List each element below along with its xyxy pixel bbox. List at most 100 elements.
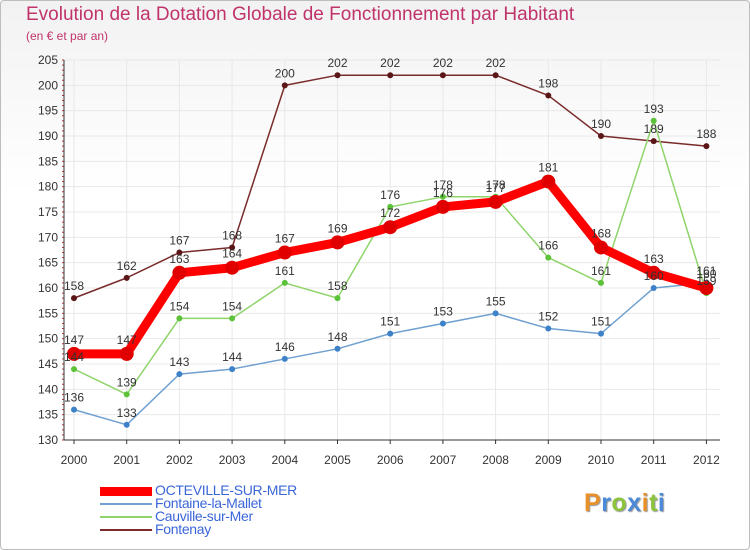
data-label-octeville-sur-mer: 163 (644, 252, 664, 266)
legend-swatch (100, 487, 152, 496)
data-label-cauville-sur-mer: 166 (538, 239, 558, 253)
data-point-fontaine-la-mallet (650, 285, 657, 291)
x-tick-label: 2003 (219, 453, 246, 467)
x-tick-label: 2002 (166, 453, 193, 467)
data-point-fontaine-la-mallet (334, 345, 341, 352)
x-tick-label: 2005 (324, 453, 351, 467)
y-tick-label: 205 (38, 53, 58, 67)
data-label-cauville-sur-mer: 159 (696, 274, 716, 288)
data-label-cauville-sur-mer: 158 (327, 279, 347, 293)
legend-label: Fontaine-la-Mallet (155, 495, 262, 511)
data-point-octeville-sur-mer (383, 220, 398, 235)
axes: 1301351401451501551601651701751801851901… (38, 53, 720, 467)
data-point-cauville-sur-mer (123, 391, 130, 398)
y-tick-label: 185 (38, 154, 58, 168)
grid (64, 59, 720, 441)
data-label-octeville-sur-mer: 181 (538, 161, 558, 175)
data-point-cauville-sur-mer (229, 315, 236, 322)
data-labels: 158 162 167 168 200 202 202 202 202 198 190 189 188 1… (64, 56, 717, 420)
data-label-octeville-sur-mer: 176 (433, 186, 453, 200)
y-tick-label: 165 (38, 256, 58, 270)
data-point-cauville-sur-mer (387, 203, 394, 210)
data-label-fontenay: 189 (644, 122, 664, 136)
data-label-fontaine-la-mallet: 151 (591, 315, 611, 329)
data-point-octeville-sur-mer (488, 194, 503, 209)
data-point-octeville-sur-mer (435, 199, 450, 214)
data-point-octeville-sur-mer (646, 265, 661, 280)
data-label-fontenay: 202 (486, 56, 506, 70)
data-label-cauville-sur-mer: 176 (380, 188, 400, 202)
data-point-fontenay (703, 143, 710, 150)
data-point-fontaine-la-mallet (71, 406, 77, 413)
y-tick-label: 190 (38, 129, 58, 143)
data-point-fontaine-la-mallet (123, 421, 130, 428)
data-point-cauville-sur-mer (281, 279, 288, 286)
x-tick-label: 2007 (430, 453, 457, 467)
data-point-cauville-sur-mer (545, 254, 552, 261)
data-label-octeville-sur-mer: 160 (696, 267, 716, 281)
data-point-fontenay (545, 92, 552, 99)
data-label-octeville-sur-mer: 147 (64, 333, 84, 347)
data-point-fontenay (492, 72, 499, 79)
data-label-fontaine-la-mallet: 136 (64, 391, 84, 405)
data-label-fontenay: 190 (591, 117, 611, 131)
data-point-cauville-sur-mer (598, 279, 604, 286)
y-tick-label: 135 (38, 408, 58, 422)
data-point-fontenay (439, 72, 446, 79)
data-label-cauville-sur-mer: 144 (64, 350, 84, 364)
legend-swatch (100, 503, 152, 505)
data-point-fontenay (229, 244, 236, 251)
proxiti-logo: Proxiti (584, 489, 666, 517)
data-point-fontenay (387, 72, 394, 79)
data-label-octeville-sur-mer: 172 (380, 206, 400, 220)
y-tick-label: 155 (38, 306, 58, 320)
data-point-octeville-sur-mer (67, 346, 81, 361)
chart-subtitle: (en € et par an) (26, 29, 109, 43)
data-point-fontaine-la-mallet (545, 325, 552, 332)
y-tick-label: 200 (38, 78, 58, 92)
data-point-fontaine-la-mallet (176, 371, 183, 378)
data-point-octeville-sur-mer (225, 260, 240, 275)
data-label-cauville-sur-mer: 161 (275, 264, 295, 278)
series-lines (67, 72, 714, 428)
data-label-octeville-sur-mer: 168 (591, 226, 611, 240)
data-point-fontenay (650, 138, 657, 145)
data-label-fontaine-la-mallet: 152 (538, 310, 558, 324)
y-tick-label: 195 (38, 104, 58, 118)
data-point-cauville-sur-mer (439, 193, 446, 200)
y-tick-label: 170 (38, 230, 58, 244)
data-point-octeville-sur-mer (330, 235, 345, 250)
data-label-fontaine-la-mallet: 161 (696, 264, 716, 278)
data-point-octeville-sur-mer (277, 245, 292, 260)
x-tick-label: 2000 (61, 453, 88, 467)
data-point-fontenay (71, 295, 77, 302)
data-label-fontaine-la-mallet: 160 (644, 269, 664, 283)
x-tick-label: 2006 (377, 453, 404, 467)
data-label-octeville-sur-mer: 164 (222, 247, 242, 261)
data-label-fontenay: 202 (433, 56, 453, 70)
legend-swatch (100, 529, 152, 531)
data-point-cauville-sur-mer (650, 117, 657, 124)
data-point-fontaine-la-mallet (281, 355, 288, 362)
data-point-octeville-sur-mer (172, 265, 187, 280)
data-label-fontenay: 158 (64, 279, 84, 293)
data-point-octeville-sur-mer (594, 240, 608, 255)
chart-title: Evolution de la Dotation Globale de Fonc… (26, 4, 575, 25)
data-point-octeville-sur-mer (699, 281, 714, 295)
data-label-octeville-sur-mer: 147 (117, 333, 137, 347)
y-tick-label: 180 (38, 180, 58, 194)
data-label-fontaine-la-mallet: 151 (380, 315, 400, 329)
data-label-fontaine-la-mallet: 143 (169, 355, 189, 369)
data-point-fontaine-la-mallet (439, 320, 446, 327)
data-label-octeville-sur-mer: 177 (486, 181, 506, 195)
x-tick-label: 2001 (113, 453, 140, 467)
y-tick-label: 145 (38, 357, 58, 371)
legend-label: Cauville-sur-Mer (155, 508, 253, 524)
data-label-fontenay: 188 (696, 127, 716, 141)
data-label-cauville-sur-mer: 178 (486, 178, 506, 192)
y-tick-label: 160 (38, 281, 58, 295)
data-label-fontaine-la-mallet: 146 (275, 340, 295, 354)
data-label-fontenay: 167 (169, 234, 189, 248)
x-tick-label: 2012 (693, 453, 720, 467)
